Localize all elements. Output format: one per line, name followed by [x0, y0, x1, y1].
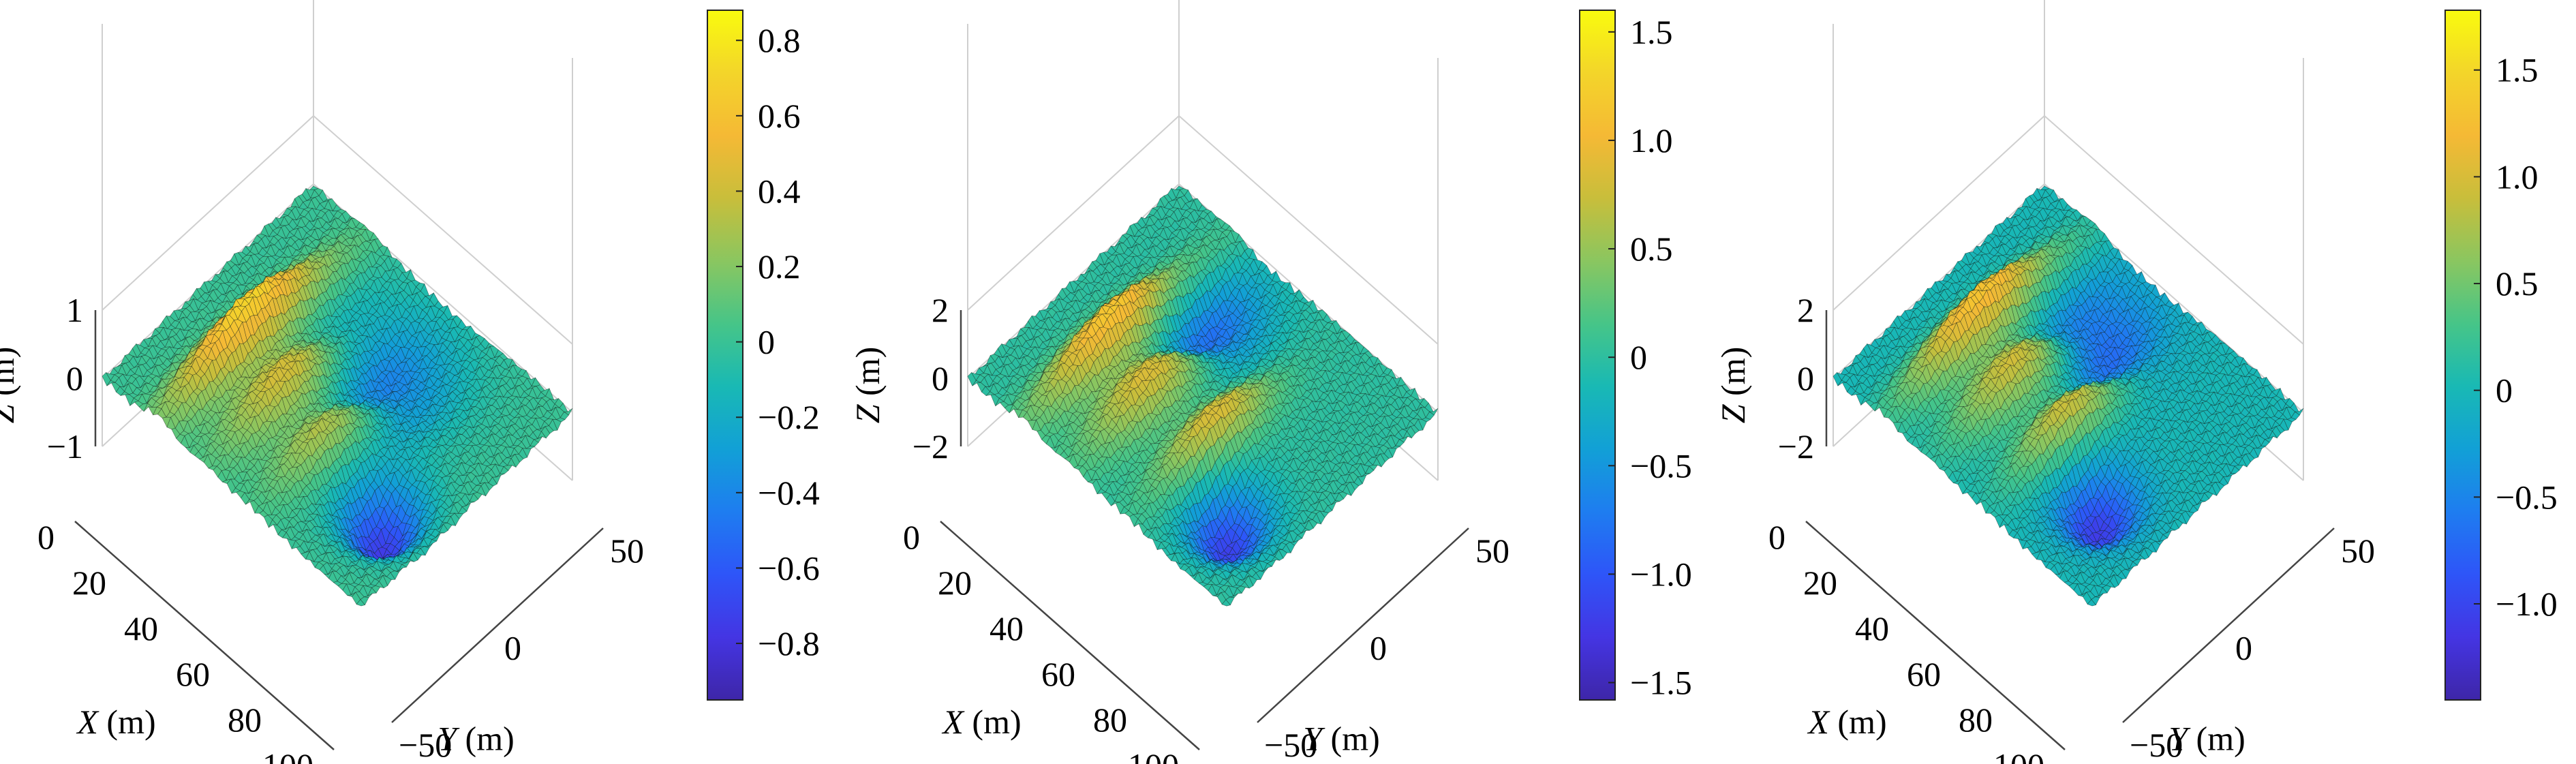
x-axis-label: X (m) — [76, 703, 155, 741]
colorbar-tick-label: 1.0 — [1630, 121, 1673, 159]
z-tick-label: 1 — [66, 291, 83, 329]
y-tick-label: 0 — [504, 629, 521, 667]
z-tick-label: 0 — [66, 359, 83, 397]
colorbar-tick-label: −0.2 — [758, 398, 820, 436]
axes-lines — [940, 310, 1469, 750]
x-tick-label: 80 — [228, 701, 262, 739]
x-tick-label: 20 — [1803, 564, 1837, 602]
y-axis-label: Y (m) — [2168, 719, 2245, 757]
colorbar-1: 0.8 0.6 0.4 0.2 0 −0.2 −0.4 −0.6 −0.8 — [707, 10, 820, 701]
colorbar-tick-label: −1.0 — [2496, 585, 2558, 623]
surface-mesh — [1833, 185, 2304, 607]
surface-plot-1: 0 20 40 60 80100 50 0 −50 1 0 −1 X (m) Y (m) Z (m) 0.8… — [0, 0, 820, 764]
y-tick-label: 50 — [610, 532, 644, 570]
y-axis-label: Y (m) — [1303, 719, 1380, 757]
colorbar-tick-label: 0.8 — [758, 21, 801, 59]
z-axis-label: Z (m) — [848, 347, 887, 424]
colorbar-tick-label: 1.5 — [2496, 51, 2539, 89]
x-tick-label: 80 — [1959, 701, 1993, 739]
z-tick-label: −2 — [1778, 427, 1814, 465]
x-tick-label: 60 — [1907, 655, 1941, 693]
x-tick-label: 60 — [176, 655, 210, 693]
colorbar-2: 1.5 1.0 0.5 0 −0.5 −1.0 −1.5 — [1579, 10, 1692, 702]
y-tick-label: 50 — [1475, 532, 1509, 570]
x-tick-label: 0 — [1768, 518, 1785, 556]
z-tick-label: 0 — [1797, 359, 1814, 397]
y-axis-label: Y (m) — [438, 719, 515, 757]
colorbar-tick-label: 0 — [1630, 338, 1647, 376]
y-tick-label: 0 — [1370, 629, 1387, 667]
z-tick-label: −2 — [913, 427, 949, 465]
x-tick-label: 40 — [990, 609, 1024, 647]
x-tick-label: 100 — [1128, 746, 1179, 764]
axes-lines — [74, 310, 604, 750]
colorbar-tick-label: 1.5 — [1630, 13, 1673, 51]
z-axis-label: Z (m) — [1714, 347, 1752, 424]
surface-mesh — [967, 185, 1439, 607]
y-tick-label: −50 — [399, 726, 452, 764]
colorbar-tick-label: 0.4 — [758, 172, 801, 210]
z-tick-label: 2 — [1797, 291, 1814, 329]
x-axis-label: X (m) — [1807, 703, 1886, 741]
y-tick-label: −50 — [1264, 726, 1317, 764]
x-tick-label: 100 — [262, 746, 313, 764]
colorbar-tick-label: −0.5 — [2496, 478, 2558, 516]
colorbar-3: 1.5 1.0 0.5 0 −0.5 −1.0 — [2444, 10, 2558, 701]
x-axis-label: X (m) — [941, 703, 1021, 741]
colorbar-tick-label: −0.6 — [758, 549, 820, 587]
z-tick-label: 0 — [932, 359, 949, 397]
colorbar-tick-label: −1.0 — [1630, 555, 1692, 593]
x-tick-label: 0 — [37, 518, 55, 556]
y-tick-label: −50 — [2130, 726, 2183, 764]
x-tick-label: 40 — [1855, 609, 1889, 647]
axes-lines — [1805, 310, 2335, 750]
z-tick-label: −1 — [47, 427, 83, 465]
x-tick-label: 80 — [1093, 701, 1127, 739]
colorbar-tick-label: 0.5 — [1630, 230, 1673, 268]
x-tick-label: 20 — [72, 564, 106, 602]
colorbar-tick-label: −0.4 — [758, 474, 820, 512]
colorbar-tick-label: 0.6 — [758, 97, 801, 135]
colorbar-tick-label: 1.0 — [2496, 157, 2539, 196]
colorbar-tick-label: −0.8 — [758, 624, 820, 662]
z-axis-label: Z (m) — [0, 347, 21, 424]
y-tick-label: 50 — [2341, 532, 2375, 570]
x-tick-label: 100 — [1993, 746, 2044, 764]
z-tick-label: 2 — [932, 291, 949, 329]
x-tick-label: 40 — [124, 609, 158, 647]
colorbar-tick-label: 0 — [2496, 371, 2513, 410]
y-tick-label: 0 — [2235, 629, 2252, 667]
colorbar-tick-label: 0.5 — [2496, 264, 2539, 303]
colorbar-tick-label: 0 — [758, 323, 775, 361]
x-tick-label: 0 — [903, 518, 920, 556]
colorbar-tick-label: −1.5 — [1630, 664, 1692, 702]
x-tick-label: 60 — [1041, 655, 1075, 693]
surface-mesh — [102, 185, 573, 607]
colorbar-tick-label: 0.2 — [758, 247, 801, 286]
colorbar-tick-label: −0.5 — [1630, 446, 1692, 485]
x-tick-label: 20 — [938, 564, 972, 602]
